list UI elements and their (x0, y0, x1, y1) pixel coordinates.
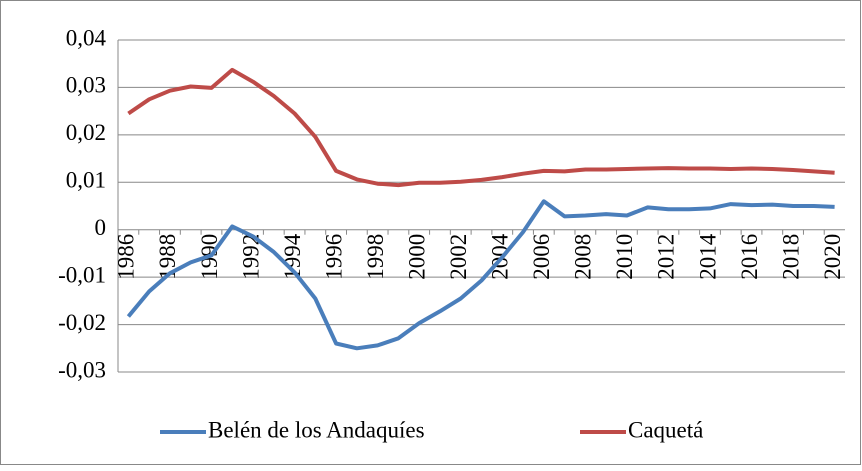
y-tick-label: 0 (95, 215, 107, 240)
y-tick-label: 0,02 (66, 120, 106, 145)
y-tick-label: 0,04 (66, 25, 107, 50)
x-tick-label: 1986 (114, 234, 139, 280)
x-tick-label: 2010 (612, 234, 637, 280)
x-tick-label: 2006 (529, 234, 554, 280)
series-line (127, 67, 835, 188)
y-tick-label: 0,03 (66, 73, 106, 98)
x-tick-label: 2018 (778, 234, 803, 280)
x-tick-label: 2016 (737, 234, 762, 280)
y-tick-label: -0,03 (58, 357, 106, 382)
x-tick-label: 2020 (820, 234, 845, 280)
x-tick-label: 2014 (695, 233, 720, 280)
legend-label: Caquetá (628, 417, 703, 442)
x-tick-label: 1996 (321, 234, 346, 280)
y-tick-label: -0,01 (58, 262, 106, 287)
x-tick-label: 2000 (404, 234, 429, 280)
x-tick-label: 2012 (654, 234, 679, 280)
x-tick-label: 1998 (363, 234, 388, 280)
y-tick-label: -0,02 (58, 310, 106, 335)
y-tick-label: 0,01 (66, 168, 106, 193)
x-tick-label: 2008 (571, 234, 596, 280)
x-tick-label: 2002 (446, 234, 471, 280)
series-line (126, 199, 835, 351)
legend-label: Belén de los Andaquíes (208, 417, 425, 442)
x-tick-label: 2004 (488, 233, 513, 280)
